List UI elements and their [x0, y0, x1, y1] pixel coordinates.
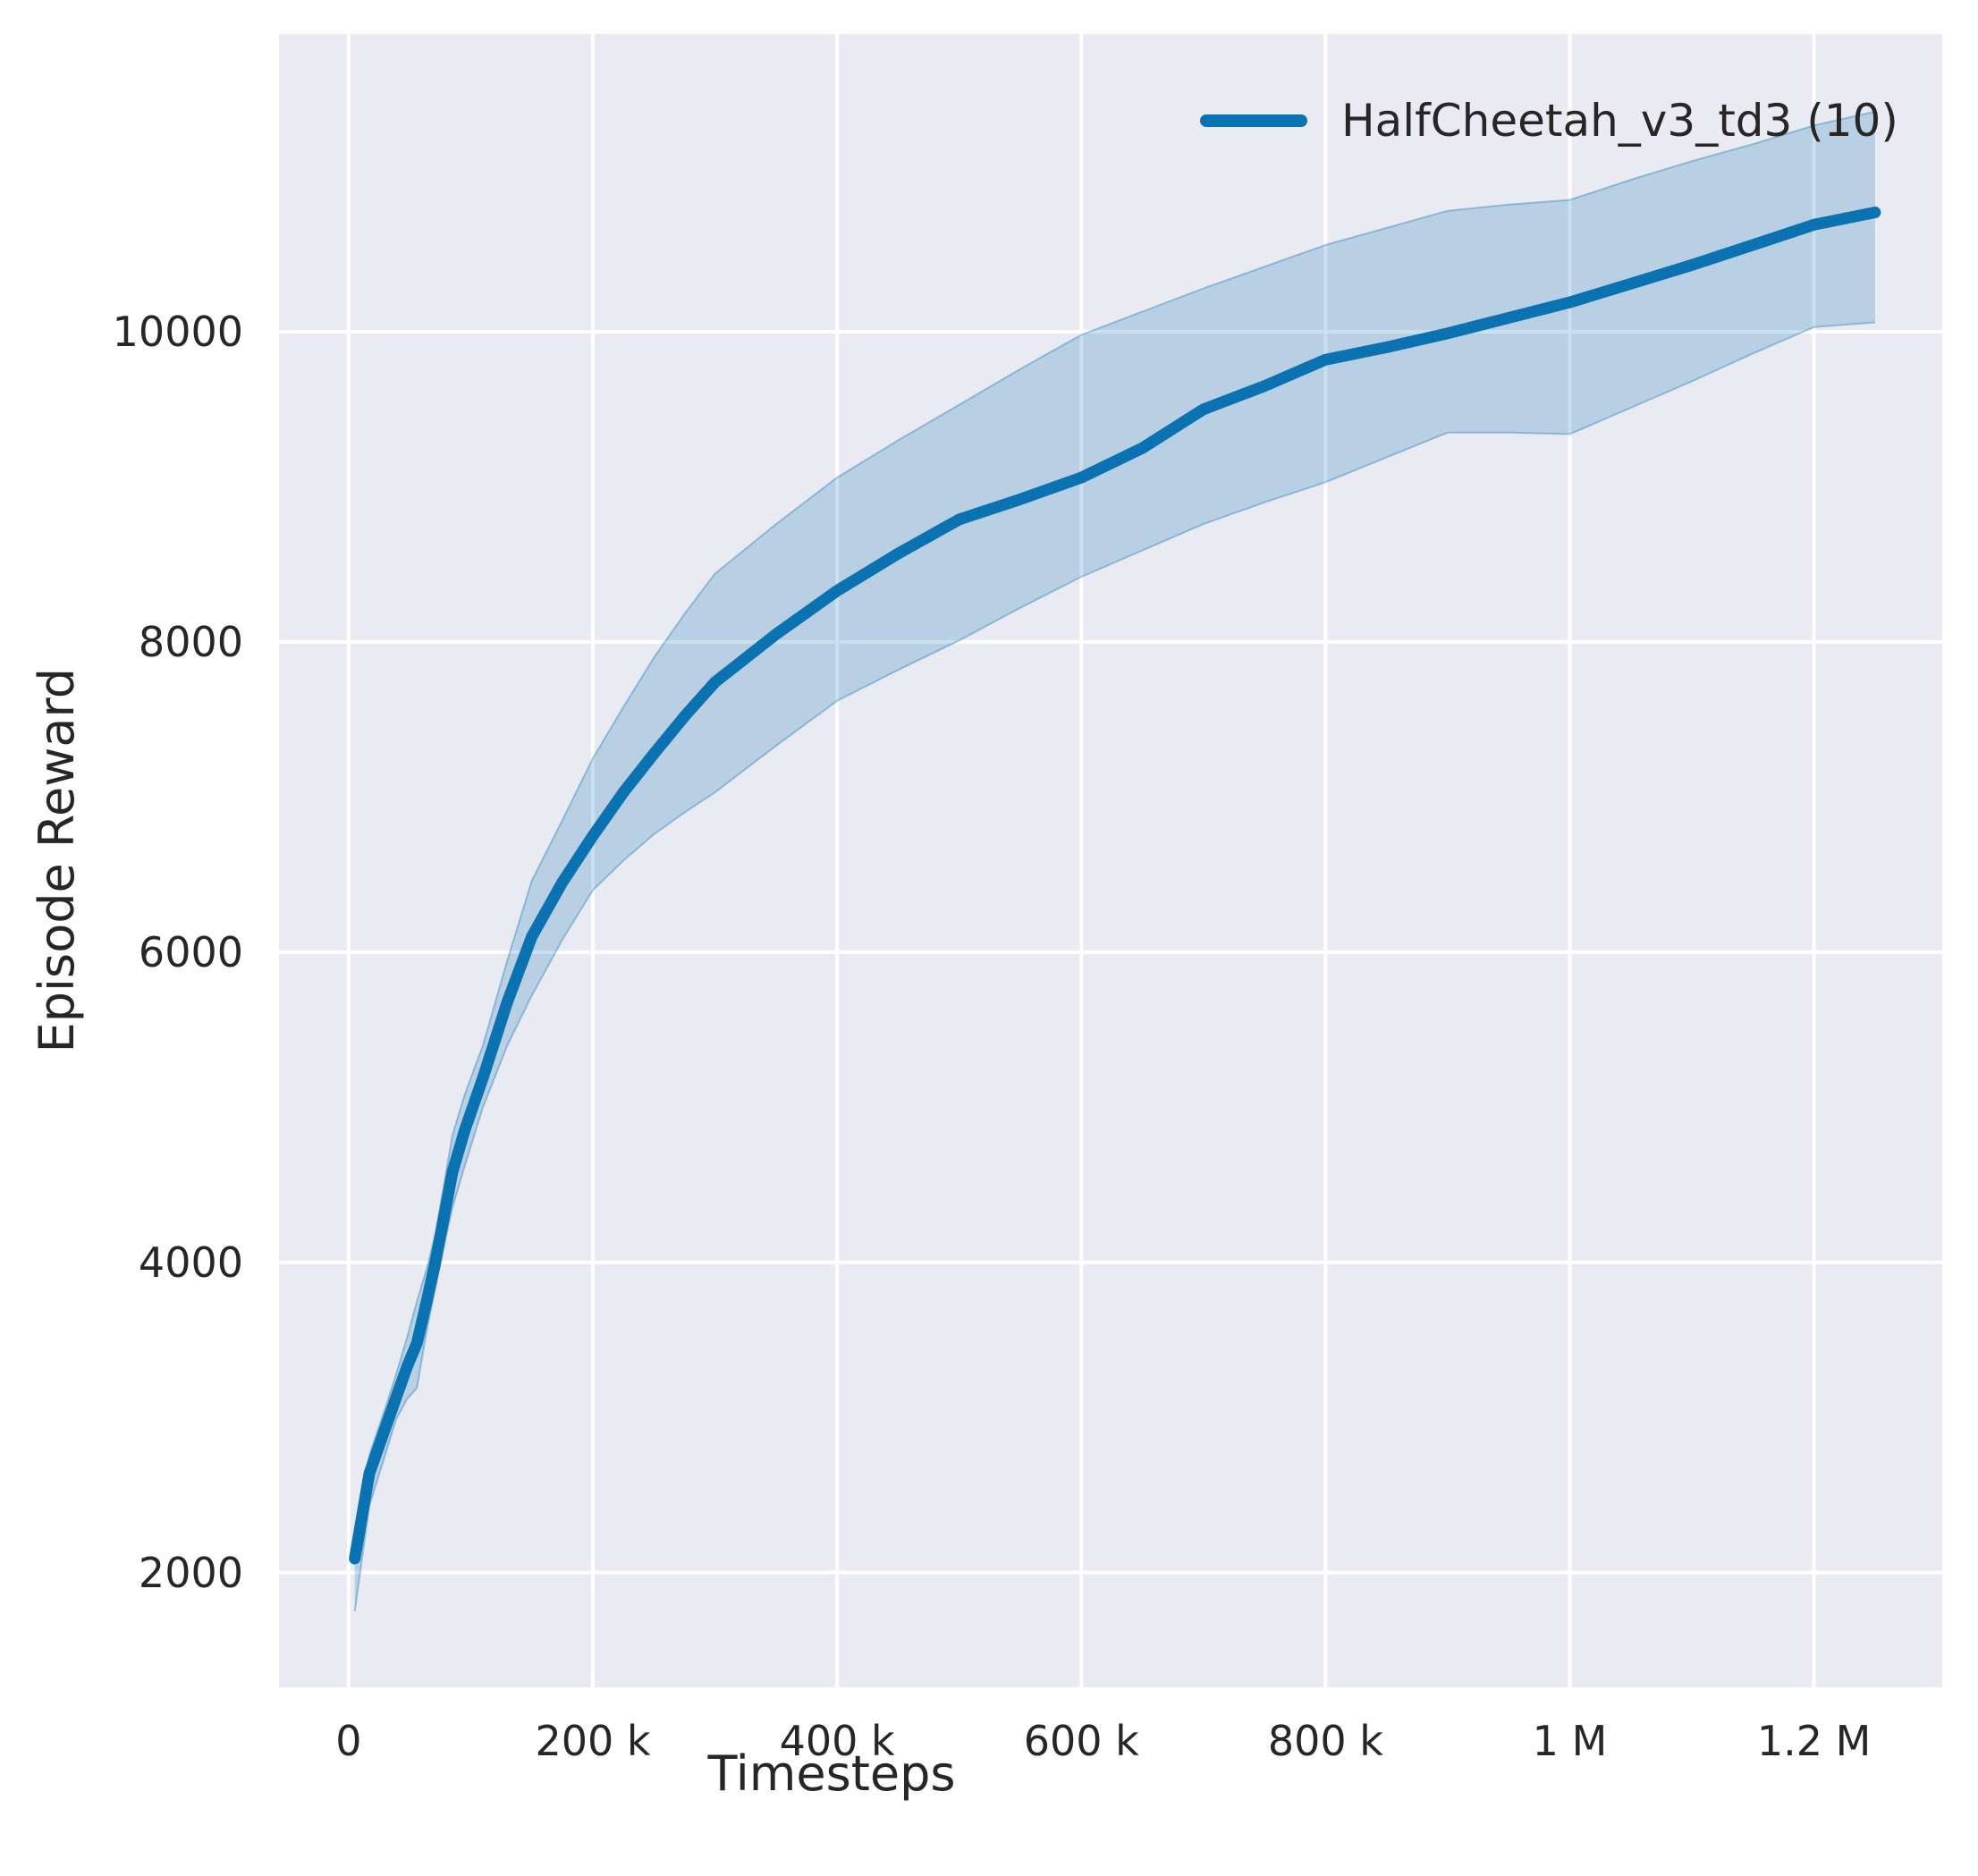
x-tick-label: 1 M: [1532, 1717, 1608, 1765]
x-tick-label: 800 k: [1267, 1717, 1383, 1765]
y-tick-label: 2000: [138, 1548, 243, 1597]
x-tick-label: 1.2 M: [1756, 1717, 1872, 1765]
y-tick-label: 6000: [138, 927, 243, 976]
plot-area: HalfCheetah_v3_td3 (10) 0 200 k 400 k 600 k…: [113, 34, 1942, 1762]
x-tick-label: 400 k: [779, 1717, 895, 1765]
y-axis-label-container: Episode Reward: [29, 34, 85, 1687]
legend-line-swatch: [1200, 114, 1307, 127]
y-tick-label: 8000: [138, 617, 243, 666]
chart-svg: [279, 34, 1942, 1687]
y-axis-label: Episode Reward: [29, 668, 85, 1053]
legend: HalfCheetah_v3_td3 (10): [1200, 98, 1898, 143]
y-tick-label: 4000: [138, 1238, 243, 1287]
legend-label: HalfCheetah_v3_td3 (10): [1341, 95, 1898, 147]
confidence-band: [354, 111, 1875, 1612]
x-axis-label: Timesteps: [707, 1745, 956, 1802]
confidence-band-lower-edge: [353, 321, 1875, 1612]
learning-curve-line: [349, 207, 1881, 1565]
x-tick-label: 600 k: [1023, 1717, 1139, 1765]
y-tick-label: 10000: [112, 308, 243, 357]
x-tick-label: 0: [335, 1717, 362, 1765]
x-tick-label: 200 k: [535, 1717, 651, 1765]
gridlines: [279, 34, 1942, 1687]
confidence-band-upper-edge: [353, 110, 1876, 1537]
